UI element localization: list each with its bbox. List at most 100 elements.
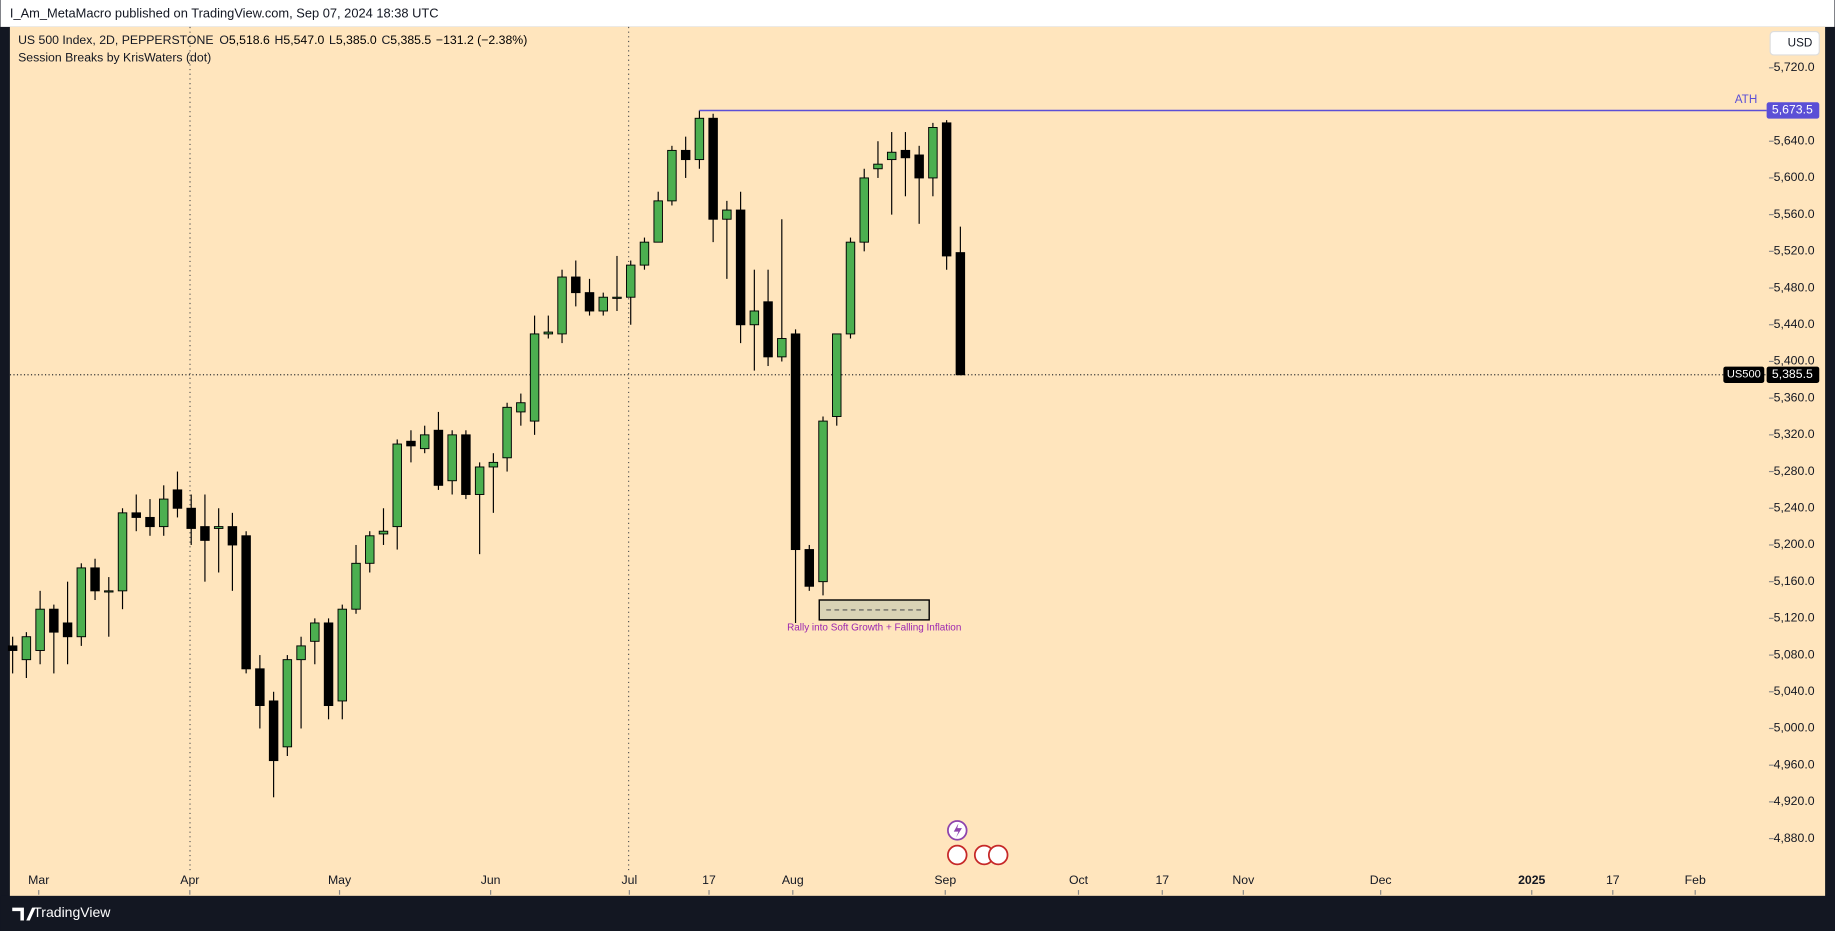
candle-body — [131, 512, 141, 518]
plot: 4,880.0 4,920.0 4,960.0 5,000.0 5,040.0 5,080… — [7, 33, 1820, 895]
candle-body — [7, 645, 18, 651]
y-tick-label: 5,520.0 — [1774, 244, 1815, 258]
candle-body — [21, 636, 32, 661]
candle-body — [76, 567, 87, 638]
legend-value: 5,518.6 — [229, 33, 270, 47]
candle-body — [227, 526, 238, 546]
legend-change: −131.2 (−2.38%) — [436, 33, 527, 47]
candle-body — [406, 440, 416, 447]
y-tick-label: 5,440.0 — [1774, 317, 1815, 331]
candle-body — [804, 549, 815, 587]
flag-icon[interactable] — [947, 844, 968, 866]
candle-body — [845, 241, 856, 335]
candle-body — [790, 333, 801, 551]
legend-key: H — [275, 33, 284, 47]
candle-body — [612, 296, 622, 299]
candle-body — [337, 608, 348, 702]
x-tick-label: 17 — [1155, 873, 1169, 887]
candle-body — [928, 126, 938, 179]
candle-body — [557, 276, 567, 335]
candle-body — [365, 535, 375, 564]
candle-body — [543, 331, 554, 335]
y-tick-label: 5,160.0 — [1774, 574, 1815, 588]
currency: USD — [1788, 36, 1813, 49]
flag-icon[interactable] — [987, 844, 1009, 866]
candle-body — [49, 608, 59, 633]
x-tick-label: Feb — [1685, 873, 1706, 887]
candle-body — [914, 154, 924, 179]
footer-brand: TradingView — [33, 904, 111, 920]
y-tick-label: 5,040.0 — [1774, 684, 1815, 698]
ath-tag — [1766, 102, 1820, 119]
ath-text: ATH — [1735, 93, 1758, 106]
y-tick-label: 4,960.0 — [1774, 757, 1815, 771]
candle-body — [722, 209, 732, 220]
candle-body — [282, 659, 293, 748]
header-bar — [0, 0, 1835, 27]
legend-value: 5,385.5 — [390, 33, 431, 47]
candle-body — [145, 516, 155, 528]
candle-body — [502, 406, 512, 459]
ath-label: 5,673.5 — [1772, 103, 1813, 117]
tv-logo — [12, 907, 36, 921]
candle-body — [90, 567, 100, 592]
x-tick-label: Nov — [1232, 873, 1255, 887]
x-tick-label: Oct — [1069, 873, 1089, 887]
y-tick-label: 5,280.0 — [1774, 464, 1815, 478]
legend-value: 5,385.0 — [336, 33, 377, 47]
candle-body — [777, 338, 787, 358]
candle-body — [392, 443, 402, 528]
candle-body — [296, 645, 306, 661]
last-price-label: 5,385.5 — [1772, 367, 1813, 381]
candle-body — [886, 151, 897, 161]
candle-body — [159, 498, 169, 528]
y-tick-label: 5,320.0 — [1774, 427, 1815, 441]
y-tick-label: 5,200.0 — [1774, 537, 1815, 551]
legend-key: C — [381, 33, 390, 47]
candle-body — [516, 402, 526, 413]
x-tick-label: Aug — [782, 873, 804, 887]
candle-body — [571, 276, 581, 294]
x-tick-label: 17 — [1606, 873, 1620, 887]
y-tick-label: 4,880.0 — [1774, 831, 1815, 845]
x-tick-label: Jul — [622, 873, 638, 887]
legend-value: 5,547.0 — [283, 33, 324, 47]
candle-body — [859, 177, 869, 243]
header-text: I_Am_MetaMacro published on TradingView.… — [10, 5, 439, 20]
candle-body — [186, 507, 196, 529]
legend-key: O — [219, 33, 229, 47]
candle-body — [694, 117, 705, 161]
currency-button[interactable] — [1769, 30, 1820, 56]
y-tick-label: 5,080.0 — [1774, 647, 1815, 661]
candle-body — [378, 530, 389, 535]
x-tick-label: May — [328, 873, 352, 887]
candle-body — [763, 301, 773, 358]
x-tick-label: Jun — [481, 873, 501, 887]
x-tick-label: Sep — [934, 873, 956, 887]
candle-body — [941, 122, 952, 257]
candle-body — [667, 149, 677, 202]
footer-bar — [0, 895, 1835, 931]
candle-body — [310, 622, 320, 642]
y-tick-label: 5,640.0 — [1774, 133, 1815, 147]
candle-body — [474, 466, 485, 495]
y-tick-label: 4,920.0 — [1774, 794, 1815, 808]
x-tick-label: Mar — [28, 873, 49, 887]
candle-body — [488, 461, 499, 468]
candle-body — [117, 512, 128, 592]
y-tick-label: 5,360.0 — [1774, 390, 1815, 404]
x-tick-label: Apr — [180, 873, 199, 887]
candle-body — [584, 292, 595, 312]
candle-body — [625, 264, 636, 298]
candle-body — [104, 590, 114, 593]
candle-body — [200, 526, 210, 541]
annotation-text: Rally into Soft Growth + Falling Inflati… — [787, 623, 961, 634]
candle-body — [598, 296, 608, 312]
x-tick-label: 17 — [702, 873, 716, 887]
candle-body — [213, 526, 224, 529]
candle-body — [873, 163, 883, 170]
candle-body — [708, 117, 718, 220]
annotation-box — [818, 599, 930, 621]
